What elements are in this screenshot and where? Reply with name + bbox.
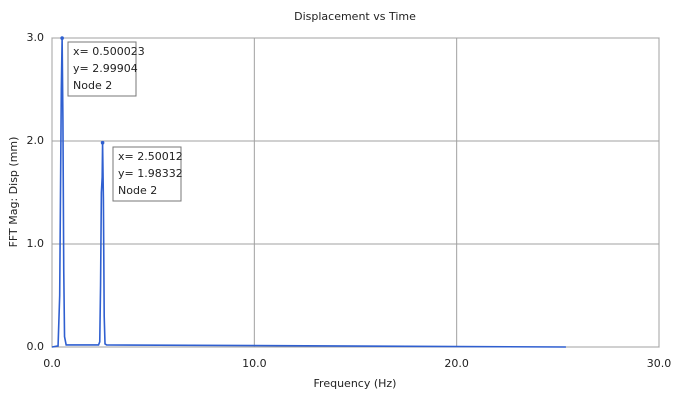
x-tick-label: 20.0 (444, 357, 469, 370)
annotation-text: Node 2 (73, 79, 112, 92)
x-tick-label: 30.0 (647, 357, 672, 370)
y-tick-label: 3.0 (27, 31, 45, 44)
y-tick-label: 1.0 (27, 237, 45, 250)
x-axis-label: Frequency (Hz) (314, 377, 397, 390)
y-tick-label: 2.0 (27, 134, 45, 147)
annotation-text: x= 2.50012 (118, 150, 183, 163)
y-tick-label: 0.0 (27, 340, 45, 353)
annotation-text: Node 2 (118, 184, 157, 197)
x-tick-label: 0.0 (43, 357, 61, 370)
annotation-text: x= 0.500023 (73, 45, 145, 58)
annotation-point (60, 36, 64, 40)
annotation-box (112, 146, 182, 202)
annotation-box (67, 41, 137, 97)
data-line (51, 37, 566, 348)
y-axis-label: FFT Mag: Disp (mm) (7, 137, 20, 248)
annotation-point (100, 140, 105, 145)
annotation-text: y= 1.98332 (118, 167, 183, 180)
chart-title: Displacement vs Time (294, 10, 416, 23)
annotation-text: y= 2.99904 (73, 62, 138, 75)
x-tick-label: 10.0 (242, 357, 267, 370)
